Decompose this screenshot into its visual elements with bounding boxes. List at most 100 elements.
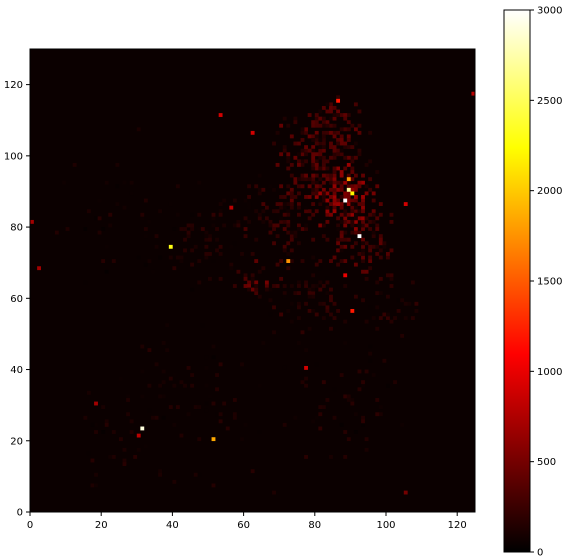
heatmap-cell <box>343 113 348 117</box>
heatmap-hotspot <box>471 91 476 96</box>
heatmap-cell <box>104 244 109 249</box>
heatmap-cell <box>129 180 134 185</box>
heatmap-cell <box>361 227 365 231</box>
heatmap-cell <box>375 216 380 221</box>
heatmap-cell <box>197 212 202 217</box>
heatmap-cell <box>329 102 333 107</box>
heatmap-cell <box>307 134 312 139</box>
heatmap-cell <box>321 138 326 142</box>
heatmap-cell <box>382 312 387 317</box>
heatmap-cell <box>329 298 333 303</box>
heatmap-cell <box>400 333 405 338</box>
heatmap-cell <box>318 155 323 160</box>
heatmap-hotspot <box>343 273 348 278</box>
heatmap-cell <box>378 405 383 410</box>
heatmap-cell <box>279 276 284 281</box>
heatmap-cell <box>357 130 362 135</box>
heatmap-cell <box>297 280 301 285</box>
heatmap-cell <box>232 223 237 228</box>
heatmap-cell <box>321 166 326 171</box>
heatmap-cell <box>151 269 155 274</box>
heatmap-cell <box>136 127 141 132</box>
heatmap-cell <box>375 252 380 256</box>
colorbar-tick-label: 3000 <box>537 6 562 17</box>
heatmap-cell <box>108 455 113 459</box>
colorbar-tick-label: 2500 <box>537 96 562 107</box>
heatmap-cell <box>350 170 355 174</box>
heatmap-cell <box>286 155 291 160</box>
heatmap-cell <box>289 191 294 196</box>
heatmap-cell <box>311 177 316 182</box>
heatmap-cell <box>368 266 373 271</box>
heatmap-cell <box>346 180 351 185</box>
heatmap-cell <box>361 248 365 253</box>
heatmap-cell <box>272 490 276 495</box>
heatmap-cell <box>232 398 237 402</box>
heatmap-cell <box>97 216 102 221</box>
heatmap-cell <box>325 276 330 281</box>
heatmap-cell <box>314 162 319 167</box>
heatmap-cell <box>197 437 202 442</box>
heatmap-cell <box>307 209 312 214</box>
heatmap-cell <box>314 180 319 185</box>
heatmap-cell <box>282 227 287 231</box>
heatmap-cell <box>346 398 351 402</box>
heatmap-cell <box>332 145 337 150</box>
heatmap-cell <box>297 291 301 296</box>
heatmap-cell <box>243 422 248 427</box>
heatmap-cell <box>304 152 308 157</box>
heatmap-cell <box>364 276 369 281</box>
heatmap-cell <box>325 237 330 242</box>
heatmap-cell <box>400 422 405 427</box>
heatmap-cell <box>368 358 373 363</box>
heatmap-cell <box>357 223 362 228</box>
heatmap-cell <box>257 191 262 196</box>
heatmap-cell <box>254 184 259 189</box>
heatmap-cell <box>332 170 337 174</box>
heatmap-cell <box>336 152 341 157</box>
heatmap-cell <box>396 298 401 303</box>
heatmap-cell <box>375 305 380 310</box>
heatmap-cell <box>353 141 358 146</box>
heatmap-cell <box>378 276 383 281</box>
heatmap-cell <box>329 195 333 199</box>
heatmap-cell <box>286 123 291 128</box>
heatmap-cell <box>311 187 316 192</box>
heatmap-cell <box>311 120 316 125</box>
heatmap-cell <box>286 219 291 224</box>
heatmap-cell <box>371 191 376 196</box>
heatmap-cell <box>179 227 184 231</box>
heatmap-cell <box>243 216 248 221</box>
heatmap-cell <box>289 202 294 207</box>
heatmap-cell <box>350 244 355 249</box>
heatmap-cell <box>346 145 351 150</box>
heatmap-cell <box>215 387 219 392</box>
heatmap-cell <box>343 209 348 214</box>
heatmap-cell <box>279 205 284 210</box>
heatmap-cell <box>289 198 294 203</box>
heatmap-cell <box>386 273 390 278</box>
heatmap-cell <box>243 198 248 203</box>
heatmap-cell <box>318 109 323 114</box>
heatmap-cell <box>268 230 273 235</box>
heatmap-cell <box>208 234 212 239</box>
heatmap-cell <box>389 319 394 324</box>
heatmap-cell <box>361 219 365 224</box>
heatmap-cell <box>321 141 326 146</box>
heatmap-cell <box>346 191 351 196</box>
colorbar-axis: 0 500 1000 1500 2000 2500 3000 <box>530 6 562 558</box>
heatmap-cell <box>318 138 323 142</box>
heatmap-cell <box>368 159 373 164</box>
heatmap-cell <box>350 230 355 235</box>
heatmap-cell <box>353 227 358 231</box>
heatmap-cell <box>346 198 351 203</box>
heatmap-cell <box>272 187 276 192</box>
heatmap-cell <box>154 234 159 239</box>
heatmap-cell <box>361 422 365 427</box>
heatmap-cell <box>343 394 348 399</box>
heatmap-cell <box>83 415 88 420</box>
heatmap-cell <box>97 230 102 235</box>
heatmap-cell <box>300 148 305 153</box>
heatmap-cell <box>307 184 312 189</box>
heatmap-cell <box>325 219 330 224</box>
